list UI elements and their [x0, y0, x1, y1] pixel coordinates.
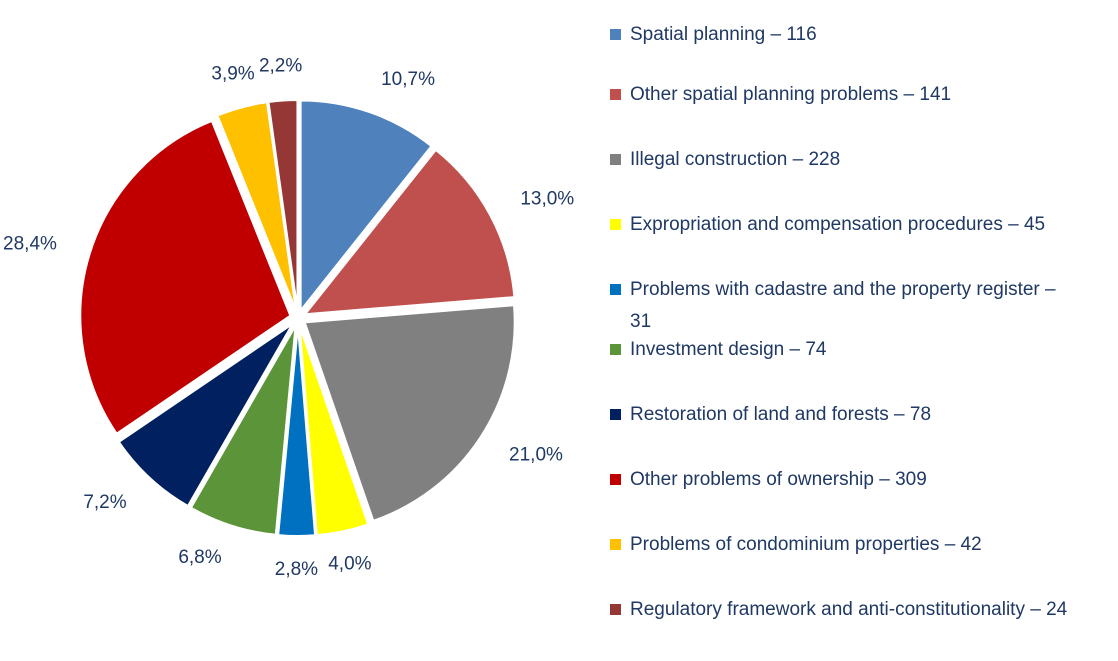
legend-swatch [610, 539, 621, 550]
legend-label: Problems with cadastre and the property … [630, 279, 1056, 332]
pie-slice [189, 325, 297, 536]
legend-label: Other spatial planning problems – 141 [630, 84, 952, 105]
legend-swatch [610, 604, 621, 615]
pie-slice [79, 119, 292, 436]
legend-entry: Other spatial planning problems – 141 [608, 79, 1078, 111]
legend-swatch [610, 284, 621, 295]
pie-slice [302, 148, 516, 316]
chart: 10,7% 13,0% 21,0% 4,0% 2,8% 6,8% 7,2% 28,4% 3,9%… [3, 56, 574, 580]
data-label: 3,9% [211, 64, 254, 85]
data-label: 6,8% [178, 547, 221, 568]
legend-entry: Regulatory framework and anti-constituti… [608, 594, 1078, 626]
legend-label: Restoration of land and forests – 78 [630, 404, 932, 425]
data-label: 21,0% [509, 445, 563, 466]
pie-slice [267, 99, 299, 311]
pie-slice [299, 99, 433, 314]
legend-label: Illegal construction – 228 [630, 149, 841, 170]
legend-label: Regulatory framework and anti-constituti… [630, 599, 1068, 620]
legend-swatch [610, 89, 621, 100]
legend-label: Other problems of ownership – 309 [630, 469, 927, 490]
pie-slice [216, 101, 297, 311]
data-label: 7,2% [83, 492, 126, 513]
legend-label: Investment design – 74 [630, 339, 827, 360]
legend-entry: Investment design – 74 [608, 334, 1078, 366]
data-label: 4,0% [328, 554, 371, 575]
legend-label: Expropriation and compensation procedure… [630, 214, 1046, 235]
legend-entry: Illegal construction – 228 [608, 144, 1078, 176]
legend-swatch [610, 474, 621, 485]
data-label: 10,7% [381, 69, 435, 90]
data-label: 2,8% [275, 559, 318, 580]
legend-entry: Expropriation and compensation procedure… [608, 209, 1078, 241]
legend-entry: Problems with cadastre and the property … [608, 274, 1078, 338]
legend-swatch [610, 154, 621, 165]
legend-swatch [610, 409, 621, 420]
pie-slice [298, 325, 370, 537]
legend-entry: Restoration of land and forests – 78 [608, 399, 1078, 431]
legend-entry: Problems of condominium properties – 42 [608, 529, 1078, 561]
data-label: 2,2% [259, 56, 302, 77]
data-label: 13,0% [520, 188, 574, 209]
pie-slice [277, 325, 317, 537]
legend-label: Spatial planning – 116 [630, 24, 817, 45]
legend-swatch [610, 344, 621, 355]
pie-slice [303, 304, 516, 523]
legend-entry: Other problems of ownership – 309 [608, 464, 1078, 496]
data-label: 28,4% [3, 234, 57, 255]
legend-entry: Spatial planning – 116 [608, 19, 1078, 51]
pie-slice [117, 323, 294, 508]
legend-swatch [610, 219, 621, 230]
legend-label: Problems of condominium properties – 42 [630, 534, 982, 555]
legend-swatch [610, 29, 621, 40]
